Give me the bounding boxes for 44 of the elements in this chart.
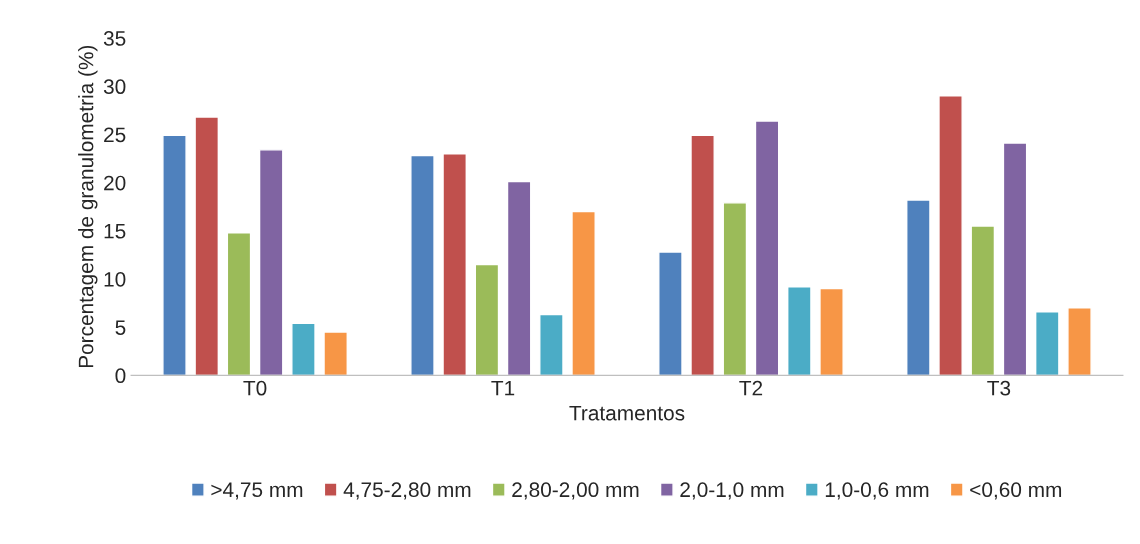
bar [1034,311,1060,376]
x-tick-label: T2 [739,380,763,396]
legend-label: 1,0-0,6 mm [825,482,929,500]
bar [194,116,220,376]
bar [819,287,844,376]
bar [1002,142,1028,376]
x-axis-title: Tratamentos [569,405,685,421]
y-tick-label: 30 [103,79,126,95]
bar [906,199,931,376]
bar [658,251,683,376]
bar [970,225,996,376]
y-tick-label: 20 [104,175,126,191]
bar [291,322,316,376]
y-tick-label: 35 [103,31,126,46]
bar [539,313,564,376]
bar [258,149,284,376]
bar [1067,307,1092,376]
legend-label: 2,80-2,00 mm [512,482,639,500]
y-tick-label: 5 [115,320,126,335]
bar [571,210,596,376]
bar [754,120,780,376]
bar [938,95,963,376]
y-axis-title: Porcentagem de granulometria (%) [78,45,98,368]
x-tick-label: T0 [243,380,267,396]
y-tick-label: 0 [115,368,126,384]
y-tick-label: 10 [104,272,126,287]
bar [690,134,715,376]
bar [722,202,748,376]
legend-label: 2,0-1,0 mm [680,482,784,500]
x-tick-label: T3 [987,380,1011,396]
y-tick-label: 15 [104,224,126,239]
legend-label: 4,75-2,80 mm [343,482,471,500]
y-tick-label: 25 [104,127,126,143]
bar [410,154,435,376]
bar [787,286,812,376]
legend-label: >4,75 mm [211,482,303,500]
x-tick-label: T1 [491,380,515,396]
bar [226,232,252,376]
bar [506,180,532,376]
bar [474,263,500,376]
legend-label: <0,60 mm [970,482,1062,500]
bar [162,134,187,376]
bar [442,153,467,376]
bar [323,331,348,376]
